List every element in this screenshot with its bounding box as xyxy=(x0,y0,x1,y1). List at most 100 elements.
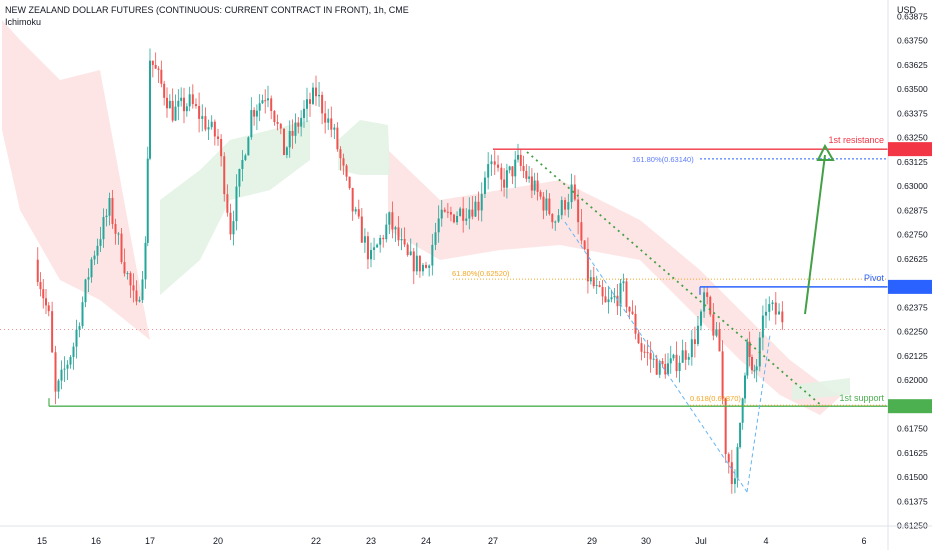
candle-body xyxy=(637,333,640,344)
resistance-price-tag xyxy=(888,142,932,157)
candle-body xyxy=(270,98,273,112)
candle-body xyxy=(185,106,188,112)
candle-body xyxy=(318,94,321,97)
candle-body xyxy=(672,354,675,359)
candle-body xyxy=(394,227,397,230)
candle-body xyxy=(388,212,391,225)
candle-body xyxy=(406,244,409,256)
candle-body xyxy=(511,166,514,177)
candle-body xyxy=(528,176,531,179)
candle-body xyxy=(687,357,690,360)
candle-body xyxy=(138,299,141,302)
candle-body xyxy=(449,212,452,215)
candle-body xyxy=(508,166,511,171)
candle-body xyxy=(446,211,449,213)
candle-body xyxy=(226,194,229,213)
candle-body xyxy=(210,121,213,128)
candle-body xyxy=(443,209,446,212)
candle-body xyxy=(373,247,376,251)
candle-body xyxy=(339,149,342,159)
y-tick-label: 0.63125 xyxy=(897,157,928,167)
candle-body xyxy=(425,264,427,268)
candle-body xyxy=(376,244,379,248)
candle-body xyxy=(589,277,592,282)
candle-body xyxy=(194,104,197,106)
candle-body xyxy=(123,262,126,274)
candle-body xyxy=(440,209,443,219)
candle-body xyxy=(490,161,493,165)
candle-body xyxy=(57,380,60,392)
candle-body xyxy=(514,159,517,177)
candle-body xyxy=(497,164,500,168)
candle-body xyxy=(724,398,727,455)
cloud-bearish-1 xyxy=(388,150,842,415)
candle-body xyxy=(418,255,421,272)
y-tick-label: 0.63375 xyxy=(897,108,928,118)
candle-body xyxy=(755,366,758,371)
candle-body xyxy=(628,306,631,312)
candle-body xyxy=(678,362,681,372)
candle-body xyxy=(619,283,622,307)
candle-body xyxy=(223,156,226,195)
projection-arrow-shaft xyxy=(804,154,826,315)
candle-body xyxy=(519,154,522,166)
candle-body xyxy=(247,137,250,156)
candle-body xyxy=(693,339,696,344)
candle-body xyxy=(63,368,66,370)
candle-body xyxy=(675,354,678,372)
candle-body xyxy=(415,255,418,272)
candle-body xyxy=(652,358,655,360)
candle-body xyxy=(580,222,583,241)
blue-dashed-trendline-2 xyxy=(746,334,771,493)
candle-body xyxy=(545,198,548,211)
candle-body xyxy=(736,447,739,479)
candle-body xyxy=(360,216,363,243)
cloud-bullish-1 xyxy=(338,120,390,175)
candle-body xyxy=(748,341,751,357)
candle-body xyxy=(761,315,764,338)
candle-body xyxy=(321,94,324,114)
candle-body xyxy=(180,97,183,101)
candle-body xyxy=(288,130,291,148)
candle-body xyxy=(570,184,573,203)
candle-body xyxy=(177,100,180,107)
candle-body xyxy=(333,127,336,130)
candle-body xyxy=(456,215,459,223)
candle-body xyxy=(276,122,279,124)
candle-body xyxy=(554,221,557,223)
candle-body xyxy=(715,329,718,336)
x-tick-label: 15 xyxy=(37,536,47,546)
candle-body xyxy=(324,113,327,123)
candle-body xyxy=(536,180,539,192)
candle-body xyxy=(753,370,756,372)
candle-body xyxy=(667,363,669,375)
candle-body xyxy=(382,237,385,240)
candle-body xyxy=(171,100,174,121)
candle-body xyxy=(669,358,672,364)
x-tick-label: 17 xyxy=(145,536,155,546)
candle-body xyxy=(690,339,693,358)
candle-body xyxy=(681,350,684,363)
candle-body xyxy=(616,295,619,307)
candle-body xyxy=(87,277,90,280)
candle-body xyxy=(117,233,120,235)
candle-body xyxy=(646,352,649,354)
candle-body xyxy=(391,212,394,230)
y-tick-label: 0.63750 xyxy=(897,36,928,46)
candle-body xyxy=(126,273,129,275)
candle-body xyxy=(739,422,742,448)
candle-body xyxy=(351,188,354,212)
candle-body xyxy=(141,279,144,300)
candle-body xyxy=(471,209,474,217)
candle-body xyxy=(146,158,149,243)
candle-body xyxy=(309,99,311,104)
candle-body xyxy=(198,105,201,119)
candle-body xyxy=(144,242,147,280)
candle-body xyxy=(345,165,348,177)
green-dotted-trendline xyxy=(526,151,823,407)
candle-body xyxy=(649,352,652,360)
candle-body xyxy=(622,281,625,284)
candle-body xyxy=(452,214,455,223)
candle-body xyxy=(207,127,210,130)
